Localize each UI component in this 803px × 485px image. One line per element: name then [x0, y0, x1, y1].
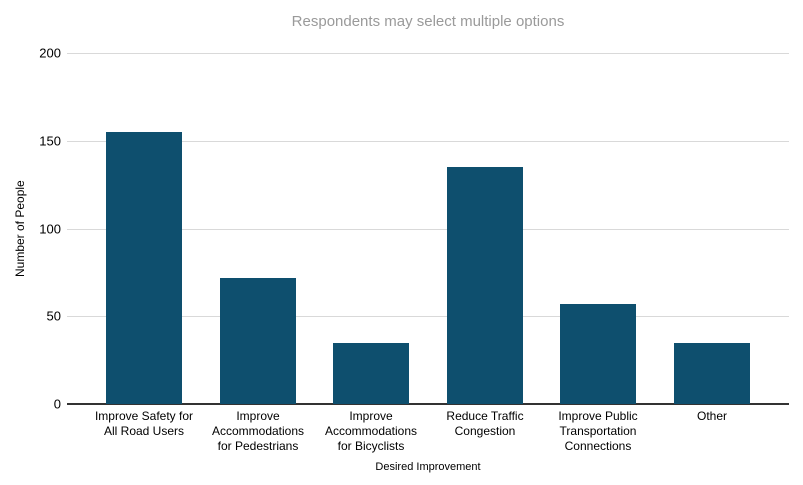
- gridline-150: [67, 140, 789, 142]
- x-axis-line: [67, 403, 789, 405]
- bar-improve-accommodations-for-bicyclists: [333, 343, 409, 404]
- x-category-label-other: Other: [696, 409, 727, 423]
- x-category-label-reduce-traffic-congestion: Reduce Traffic Congestion: [446, 409, 524, 438]
- y-tick-label-200: 200: [39, 45, 61, 61]
- plot-area: [67, 53, 789, 405]
- x-category-label-improve-public-transportation-connections: Improve Public Transportation Connections: [558, 409, 638, 453]
- y-tick-label-0: 0: [53, 396, 61, 412]
- gridline-200: [67, 53, 789, 54]
- gridline-100: [67, 228, 789, 230]
- gridline-50: [67, 316, 789, 318]
- x-category-label-improve-accommodations-for-pedestrians: Improve Accommodations for Pedestrians: [211, 409, 305, 453]
- bar-improve-safety-for-all-road-users: [106, 132, 182, 404]
- bar-other: [674, 343, 750, 404]
- y-tick-label-100: 100: [39, 221, 61, 236]
- chart-title: Respondents may select multiple options: [291, 13, 565, 30]
- y-tick-label-50: 50: [46, 308, 61, 324]
- x-category-label-improve-safety-for-all-road-users: Improve Safety for All Road Users: [94, 409, 194, 438]
- x-axis-title: Desired Improvement: [375, 461, 481, 473]
- bar-improve-accommodations-for-pedestrians: [220, 278, 296, 404]
- bar-reduce-traffic-congestion: [447, 167, 523, 404]
- x-category-label-improve-accommodations-for-bicyclists: Improve Accommodations for Bicyclists: [324, 409, 418, 453]
- bar-improve-public-transportation-connections: [560, 304, 636, 404]
- y-tick-label-150: 150: [39, 133, 61, 149]
